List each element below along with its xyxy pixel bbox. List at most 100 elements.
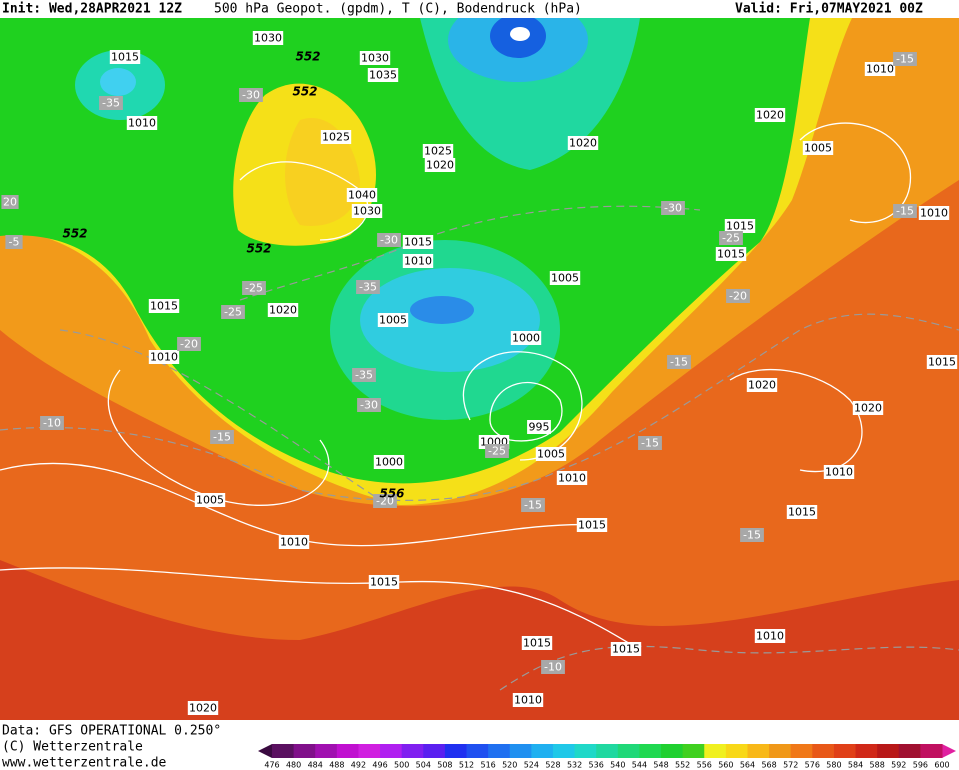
geopotential-label: 552	[62, 227, 87, 241]
temperature-label: -15	[743, 529, 761, 542]
pressure-label-box	[926, 355, 958, 369]
temperature-label-box	[638, 436, 662, 450]
temperature-label: -10	[43, 417, 61, 430]
pressure-label-box	[126, 116, 158, 130]
website: www.wetterzentrale.de	[2, 756, 167, 770]
colorbar-tick-label: 600	[934, 761, 949, 770]
colorbar-tick-label: 512	[459, 761, 474, 770]
colorbar-tick-label: 564	[740, 761, 755, 770]
pressure-label: 1020	[426, 159, 454, 172]
pressure-label: 1015	[111, 51, 139, 64]
colorbar-swatch	[661, 744, 684, 758]
pressure-label: 1010	[866, 63, 894, 76]
temperature-label: -20	[376, 495, 394, 508]
pressure-label: 995	[529, 421, 550, 434]
colorbar-swatch	[272, 744, 295, 758]
pressure-label: 1030	[254, 32, 282, 45]
pressure-label: 1025	[424, 145, 452, 158]
colorbar-swatch	[833, 744, 857, 758]
temperature-label: -20	[729, 290, 747, 303]
pressure-label-box	[786, 505, 818, 519]
colorbar-swatch	[704, 744, 727, 758]
pressure-label: 1015	[612, 643, 640, 656]
colorbar-swatch	[747, 744, 770, 758]
pressure-label-box	[359, 51, 391, 65]
pressure-label: 1020	[189, 702, 217, 715]
temperature-label: 20	[3, 196, 17, 209]
colorbar-tick-label: 560	[718, 761, 733, 770]
colorbar-swatch	[898, 744, 921, 758]
colorbar-tick-label: 536	[589, 761, 604, 770]
pressure-label-box	[864, 62, 896, 76]
colorbar-tick-label: 484	[308, 761, 323, 770]
temperature-label: -35	[102, 97, 120, 110]
pressure-label: 1010	[920, 207, 948, 220]
colorbar-swatch	[401, 744, 424, 758]
pressure-label: 1030	[353, 205, 381, 218]
pressure-label: 1005	[551, 272, 579, 285]
pressure-label-box	[802, 141, 834, 155]
pressure-label-box	[724, 219, 756, 233]
pressure-label-box	[148, 350, 180, 364]
pressure-label: 1015	[370, 576, 398, 589]
geopotential-label: 552	[292, 85, 317, 99]
colorbar-tick-label: 524	[524, 761, 539, 770]
colorbar-tick-label: 476	[264, 761, 279, 770]
colorbar-swatch	[769, 744, 792, 758]
colorbar-tick-label: 496	[372, 761, 387, 770]
pressure-label-box	[346, 188, 378, 202]
pressure-label-box	[373, 455, 405, 469]
colorbar-tick-label: 528	[545, 761, 560, 770]
field-blue-low	[410, 296, 474, 324]
pressure-label: 1010	[280, 536, 308, 549]
colorbar-tick-label: 588	[870, 761, 885, 770]
temperature-label: -15	[641, 437, 659, 450]
temperature-label-box	[661, 201, 685, 215]
temperature-label: -35	[359, 281, 377, 294]
pressure-label-box	[109, 50, 141, 64]
pressure-label-box	[567, 136, 599, 150]
pressure-label-box	[556, 471, 588, 485]
colorbar-tick-label: 504	[416, 761, 431, 770]
header-bar	[0, 0, 959, 18]
pressure-label-box	[754, 629, 786, 643]
temperature-label: -30	[360, 399, 378, 412]
temperature-label: -20	[180, 338, 198, 351]
colorbar-swatch	[315, 744, 338, 758]
pressure-label-box	[367, 68, 399, 82]
temperature-label-box	[726, 289, 750, 303]
valid-time: Valid: Fri,07MAY2021 00Z	[735, 2, 923, 17]
geopotential-label: 552	[295, 50, 320, 64]
pressure-label: 1035	[369, 69, 397, 82]
colorbar-swatch	[920, 744, 943, 758]
colorbar-tick-label: 548	[653, 761, 668, 770]
pressure-label: 1005	[196, 494, 224, 507]
pressure-label: 1020	[748, 379, 776, 392]
pressure-label-box	[512, 693, 544, 707]
colorbar-swatch	[596, 744, 619, 758]
pressure-label-box	[320, 130, 352, 144]
pressure-label: 1000	[512, 332, 540, 345]
colorbar-swatch	[293, 744, 316, 758]
isotherm	[59, 329, 381, 501]
pressure-label: 1010	[825, 466, 853, 479]
pressure-label: 1005	[379, 314, 407, 327]
contour-labels: 1015101010301030103510251025102010401030…	[1, 31, 958, 715]
temperature-label: -30	[242, 89, 260, 102]
temperature-label-box	[667, 355, 691, 369]
colorbar-tick-label: 508	[437, 761, 452, 770]
temperature-label: -25	[722, 232, 740, 245]
temperature-label-box	[373, 494, 397, 508]
pressure-label-box	[194, 493, 226, 507]
colorbar-end	[258, 744, 272, 758]
colorbar-swatch	[617, 744, 640, 758]
temperature-label-box	[357, 398, 381, 412]
temperature-label-box	[893, 204, 917, 218]
pressure-label-box	[351, 204, 383, 218]
colorbar-swatch	[574, 744, 597, 758]
field-center-top	[510, 27, 530, 41]
temperature-label-box	[893, 52, 917, 66]
colorbar-swatch	[336, 744, 359, 758]
pressure-label-box	[424, 158, 456, 172]
